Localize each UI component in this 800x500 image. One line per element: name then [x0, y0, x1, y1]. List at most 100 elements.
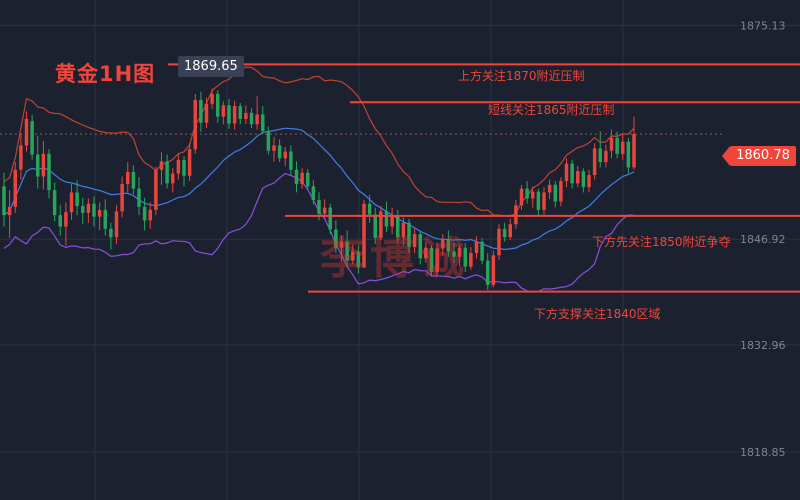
candle-body — [182, 159, 186, 176]
candle-body — [632, 134, 636, 168]
candle-body — [176, 159, 181, 174]
candle-body — [137, 188, 141, 207]
annotation-resistance-1870: 上方关注1870附近压制 — [458, 69, 585, 83]
candle-body — [508, 224, 512, 238]
candle-body — [407, 222, 411, 247]
candle-body — [311, 186, 316, 200]
candle-body — [289, 151, 293, 170]
candle-body — [452, 251, 456, 257]
candle-body — [238, 106, 242, 119]
candle-body — [621, 141, 625, 154]
candle-body — [261, 114, 265, 132]
candle-body — [373, 214, 377, 238]
candle-body — [41, 153, 46, 177]
candle-body — [367, 203, 372, 215]
candle-body — [114, 211, 119, 238]
annotation-resistance-1865: 短线关注1865附近压制 — [488, 103, 615, 117]
y-tick-label: 1832.96 — [740, 339, 786, 352]
candle-body — [317, 200, 321, 214]
candle-body — [7, 206, 12, 216]
candle-body — [514, 205, 518, 225]
candle-body — [474, 241, 479, 254]
y-tick-label: 1818.85 — [740, 446, 786, 459]
candle-body — [401, 222, 406, 238]
candle-body — [171, 173, 175, 184]
candle-body — [2, 186, 6, 216]
candle-body — [345, 241, 349, 261]
candle-body — [58, 215, 62, 227]
chart-title: 黄金1H图 — [55, 62, 156, 86]
candle-body — [463, 247, 467, 267]
candle-body — [429, 247, 434, 272]
candle-body — [193, 100, 197, 150]
candle-body — [97, 209, 102, 217]
candle-body — [154, 169, 158, 210]
candle-body — [457, 247, 462, 257]
candle-body — [615, 137, 619, 154]
candle-body — [598, 148, 602, 163]
candle-body — [24, 118, 29, 146]
candle-body — [587, 175, 591, 188]
candle-body — [334, 229, 338, 248]
candle-body — [255, 114, 259, 125]
candle-body — [13, 169, 17, 207]
candle-body — [502, 228, 507, 238]
candle-body — [469, 253, 473, 267]
candle-body — [322, 207, 327, 214]
candle-body — [277, 145, 282, 159]
candle-body — [339, 241, 344, 248]
candle-body — [491, 255, 496, 285]
candle-body — [142, 206, 147, 221]
candle-body — [486, 260, 490, 285]
candle-body — [92, 203, 96, 217]
candle-body — [272, 145, 276, 151]
candle-body — [75, 192, 79, 207]
candle-body — [531, 191, 535, 199]
candle-body — [204, 103, 209, 123]
candle-body — [547, 184, 552, 193]
candle-body — [266, 131, 271, 151]
candle-body — [480, 241, 484, 261]
candle-body — [581, 171, 586, 188]
candle-body — [379, 211, 383, 238]
candle-body — [300, 172, 304, 185]
candle-body — [435, 248, 439, 272]
candle-body — [362, 203, 366, 268]
y-tick-label: 1875.13 — [740, 20, 786, 33]
candle-body — [36, 154, 40, 177]
candle-body — [47, 153, 51, 191]
candle-body — [294, 169, 299, 185]
candle-body — [227, 105, 231, 124]
annotation-support-1840: 下方支撑关注1840区域 — [534, 307, 661, 321]
candle-body — [244, 112, 248, 119]
candle-body — [306, 172, 310, 187]
candle-body — [199, 100, 203, 123]
candle-body — [81, 206, 85, 213]
candle-body — [626, 141, 631, 168]
candle-body — [165, 161, 169, 184]
candle-body — [424, 247, 428, 259]
current-price-tag: 1860.78 — [722, 146, 796, 166]
candle-body — [52, 190, 57, 216]
candle-body — [210, 93, 214, 104]
high-price-tag: 1869.65 — [178, 56, 244, 77]
candle-body — [187, 149, 192, 176]
candle-body — [542, 192, 546, 210]
candle-body — [232, 106, 237, 124]
candle-body — [103, 209, 107, 229]
candle-body — [351, 251, 355, 261]
candle-body — [418, 234, 422, 259]
candle-body — [559, 181, 563, 202]
candle-body — [86, 203, 91, 213]
candle-body — [564, 163, 569, 182]
candle-body — [148, 209, 152, 221]
candle-body — [216, 93, 220, 117]
candle-body — [441, 239, 445, 249]
candle-body — [64, 212, 68, 227]
candle-body — [570, 163, 574, 184]
candle-body — [592, 148, 597, 175]
candle-body — [536, 191, 541, 210]
candle-body — [553, 184, 557, 202]
